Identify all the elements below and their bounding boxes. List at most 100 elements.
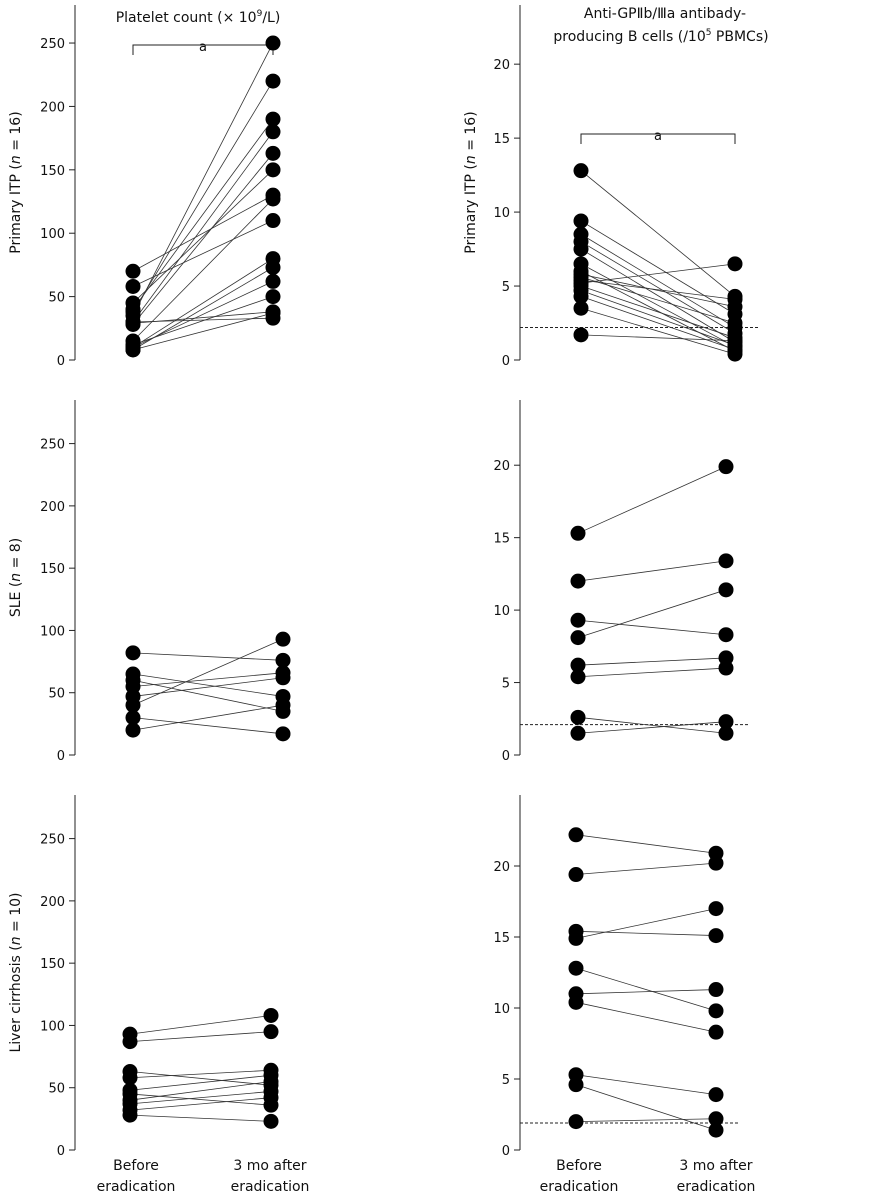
point-after bbox=[265, 213, 281, 229]
point-before bbox=[570, 573, 586, 589]
point-before bbox=[568, 994, 584, 1010]
y-tick-label: 0 bbox=[57, 354, 65, 369]
pair-connector-line bbox=[129, 1071, 272, 1086]
point-before bbox=[570, 525, 586, 541]
pair-connector-line bbox=[129, 1069, 272, 1079]
panel-bcells-primary-itp: 0 5 10 15 20 Primary ITP (n = 16) a bbox=[463, 5, 759, 369]
pair-connector-line bbox=[132, 258, 274, 348]
pair-connector-line bbox=[132, 80, 274, 313]
pair-connector-line bbox=[577, 560, 727, 582]
y-tick-label: 50 bbox=[48, 687, 65, 702]
point-after bbox=[718, 582, 734, 598]
pair-connector-line bbox=[580, 170, 736, 297]
point-after bbox=[708, 982, 724, 998]
pair-connector-line bbox=[132, 638, 284, 706]
point-before bbox=[568, 1114, 584, 1130]
point-after bbox=[708, 1111, 724, 1127]
y-tick-label: 10 bbox=[493, 206, 510, 221]
point-before bbox=[125, 314, 141, 330]
pair-connector-line bbox=[577, 721, 727, 734]
point-after bbox=[263, 1113, 279, 1129]
panel-platelet-liver-cirrhosis: 0 50 100 150 200 250 Liver cirrhosis (n = 10) bbox=[8, 795, 279, 1159]
y-axis-label: Primary ITP (n = 16) bbox=[8, 111, 24, 253]
point-after bbox=[265, 73, 281, 89]
y-tick-label: 150 bbox=[40, 562, 65, 577]
y-tick-label: 200 bbox=[40, 500, 65, 515]
pair-connector-line bbox=[132, 169, 274, 304]
point-before bbox=[570, 669, 586, 685]
point-after bbox=[708, 901, 724, 917]
point-after bbox=[265, 35, 281, 51]
panel-bcells-sle: 0 5 10 15 20 bbox=[493, 400, 750, 764]
y-tick-label: 250 bbox=[40, 833, 65, 848]
point-before bbox=[568, 867, 584, 883]
pair-connector-line bbox=[129, 1093, 272, 1106]
pair-connector-line bbox=[129, 1074, 272, 1091]
point-before bbox=[570, 657, 586, 673]
point-before bbox=[570, 709, 586, 725]
pair-connector-line bbox=[132, 220, 274, 287]
point-before bbox=[573, 213, 589, 229]
point-after bbox=[263, 1090, 279, 1106]
point-after bbox=[275, 726, 291, 742]
pair-connector-line bbox=[575, 967, 717, 1012]
pair-connector-line bbox=[129, 1091, 272, 1105]
pair-connector-line bbox=[132, 672, 284, 687]
left-x-label-before-line-2: eradication bbox=[97, 1179, 176, 1195]
y-tick-label: 0 bbox=[502, 749, 510, 764]
y-tick-label: 0 bbox=[502, 354, 510, 369]
point-before bbox=[573, 300, 589, 316]
point-after bbox=[718, 660, 734, 676]
pair-connector-line bbox=[132, 42, 274, 316]
right-x-label-after-line-2: eradication bbox=[677, 1179, 756, 1195]
point-after bbox=[275, 670, 291, 686]
y-tick-label: 200 bbox=[40, 895, 65, 910]
point-after bbox=[265, 259, 281, 275]
point-before bbox=[570, 630, 586, 646]
pair-connector-line bbox=[580, 263, 736, 348]
y-tick-label: 0 bbox=[502, 1144, 510, 1159]
left-x-label-before-line-1: Before bbox=[113, 1158, 159, 1174]
point-after bbox=[265, 111, 281, 127]
point-after bbox=[275, 631, 291, 647]
y-tick-label: 15 bbox=[493, 532, 510, 547]
pair-connector-line bbox=[132, 296, 274, 346]
point-after bbox=[265, 162, 281, 178]
pair-connector-line bbox=[580, 290, 736, 346]
point-before bbox=[570, 725, 586, 741]
point-after bbox=[265, 145, 281, 161]
point-after bbox=[265, 273, 281, 289]
pair-connector-line bbox=[577, 589, 727, 639]
point-before bbox=[122, 1070, 138, 1086]
pair-connector-line bbox=[132, 312, 274, 351]
y-tick-label: 100 bbox=[40, 227, 65, 242]
point-after bbox=[718, 459, 734, 475]
pair-connector-line bbox=[575, 862, 717, 875]
point-after bbox=[718, 725, 734, 741]
pair-connector-line bbox=[575, 1084, 717, 1131]
pair-connector-line bbox=[575, 908, 717, 939]
y-tick-label: 10 bbox=[493, 604, 510, 619]
significance-label: a bbox=[654, 129, 662, 144]
y-tick-label: 150 bbox=[40, 957, 65, 972]
pair-connector-line bbox=[577, 657, 727, 666]
panel-platelet-primary-itp: 0 50 100 150 200 250 Primary ITP (n = 16) a bbox=[8, 5, 281, 369]
pair-connector-line bbox=[132, 118, 274, 310]
y-tick-label: 50 bbox=[48, 291, 65, 306]
y-tick-label: 100 bbox=[40, 624, 65, 639]
point-before bbox=[570, 612, 586, 628]
y-tick-label: 0 bbox=[57, 749, 65, 764]
point-before bbox=[568, 930, 584, 946]
point-before bbox=[568, 1077, 584, 1093]
point-after bbox=[727, 333, 743, 349]
y-tick-label: 100 bbox=[40, 1019, 65, 1034]
point-after bbox=[708, 1122, 724, 1138]
pair-connector-line bbox=[129, 1015, 272, 1035]
point-after bbox=[718, 553, 734, 569]
point-after bbox=[727, 291, 743, 307]
pair-connector-line bbox=[580, 263, 736, 284]
y-tick-label: 15 bbox=[493, 132, 510, 147]
point-before bbox=[125, 645, 141, 661]
pair-connector-line bbox=[575, 834, 717, 854]
